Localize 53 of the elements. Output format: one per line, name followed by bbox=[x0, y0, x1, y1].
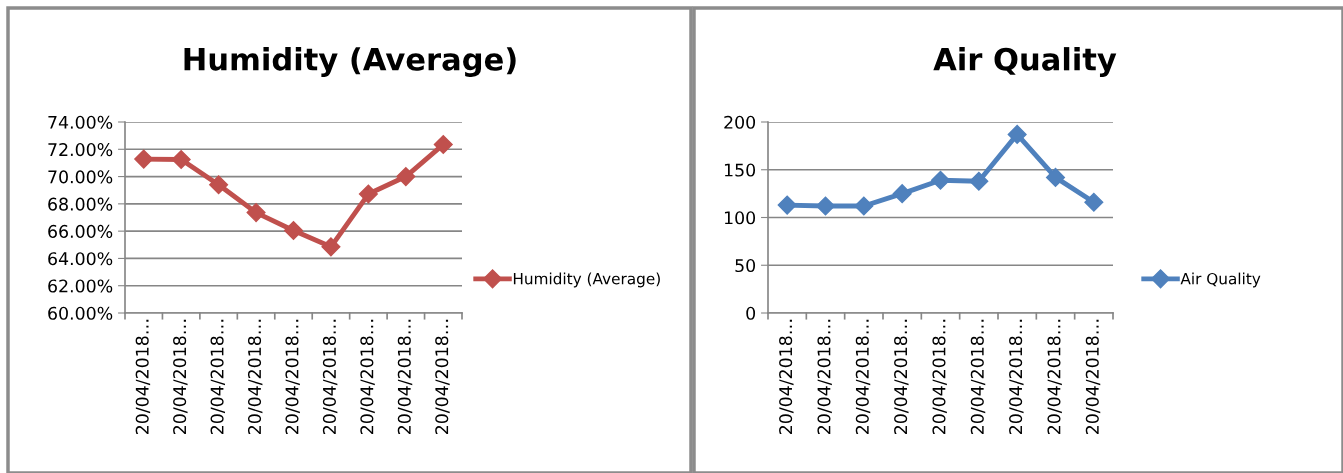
point bbox=[246, 203, 266, 223]
point bbox=[134, 149, 154, 169]
chart-title: Air Quality bbox=[933, 47, 1117, 77]
x-tick-label: 20/04/2018… bbox=[855, 319, 871, 435]
legend-label: Air Quality bbox=[1180, 272, 1261, 288]
x-tick-label: 20/04/2018… bbox=[1047, 319, 1062, 435]
y-tick-label: 74.00% bbox=[48, 115, 113, 129]
x-tick-label: 20/04/2018… bbox=[210, 319, 226, 435]
x-tick-label: 20/04/2018… bbox=[435, 319, 450, 435]
x-tick-label: 20/04/2018… bbox=[932, 319, 947, 435]
x-tick-label: 20/04/2018… bbox=[247, 319, 263, 435]
point bbox=[171, 149, 191, 170]
y-tick-label: 150 bbox=[724, 163, 756, 177]
y-tick-label: 60.00% bbox=[48, 306, 113, 320]
point bbox=[854, 196, 874, 216]
y-tick-label: 70.00% bbox=[48, 170, 113, 184]
y-tick-label: 68.00% bbox=[48, 197, 113, 211]
x-tick-label: 20/04/2018… bbox=[1009, 319, 1024, 435]
x-tick-label: 20/04/2018… bbox=[970, 319, 986, 435]
point bbox=[1007, 124, 1027, 144]
x-tick-label: 20/04/2018… bbox=[894, 319, 909, 435]
x-tick-label: 20/04/2018… bbox=[135, 319, 151, 435]
y-tick-label: 66.00% bbox=[48, 224, 113, 238]
point bbox=[969, 171, 989, 191]
point bbox=[209, 175, 229, 195]
x-tick-label: 20/04/2018… bbox=[397, 319, 413, 435]
y-tick-label: 64.00% bbox=[48, 252, 113, 266]
point bbox=[1084, 192, 1104, 212]
x-tick-label: 20/04/2018… bbox=[1085, 319, 1101, 435]
point bbox=[1045, 167, 1066, 187]
x-tick-label: 20/04/2018… bbox=[322, 319, 338, 435]
y-tick-label: 62.00% bbox=[48, 279, 113, 293]
y-tick-label: 200 bbox=[724, 115, 756, 129]
y-tick-label: 100 bbox=[724, 211, 756, 225]
point bbox=[815, 196, 836, 216]
y-tick-label: 0 bbox=[746, 306, 756, 320]
point bbox=[283, 220, 304, 240]
legend-label: Humidity (Average) bbox=[513, 272, 660, 288]
point bbox=[777, 195, 797, 215]
point bbox=[892, 184, 912, 204]
x-tick-label: 20/04/2018… bbox=[360, 319, 375, 435]
point bbox=[433, 134, 453, 155]
point bbox=[321, 237, 341, 257]
x-tick-label: 20/04/2018… bbox=[173, 319, 188, 435]
x-tick-label: 20/04/2018… bbox=[779, 319, 794, 435]
point bbox=[358, 184, 378, 204]
y-tick-label: 50 bbox=[735, 258, 756, 273]
chart-title: Humidity (Average) bbox=[184, 47, 516, 77]
point bbox=[930, 170, 951, 190]
point bbox=[396, 167, 416, 187]
x-tick-label: 20/04/2018… bbox=[285, 319, 300, 435]
y-tick-label: 72.00% bbox=[48, 143, 113, 157]
x-tick-label: 20/04/2018… bbox=[817, 319, 832, 435]
